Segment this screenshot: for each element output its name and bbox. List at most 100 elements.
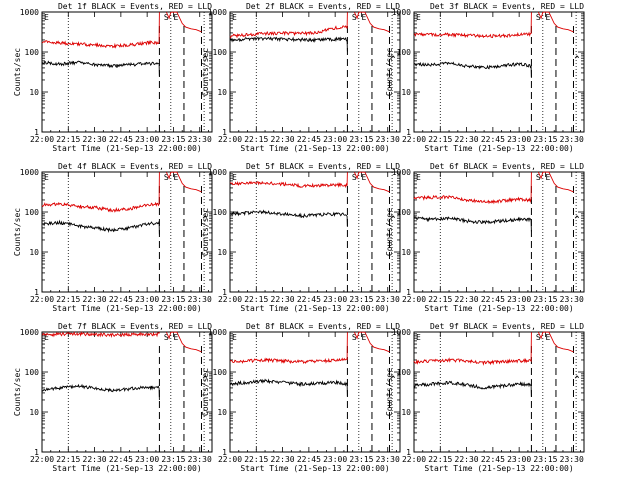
plot-frame — [413, 11, 585, 133]
x-tick-label: 22:00 — [30, 455, 54, 464]
x-axis-label: Start Time (21-Sep-13 22:00:00) — [424, 304, 573, 313]
x-axis-label: Start Time (21-Sep-13 22:00:00) — [240, 144, 389, 153]
lld-series-line — [229, 172, 348, 189]
x-tick-label: 22:15 — [244, 295, 268, 304]
lld-series-line — [413, 332, 532, 366]
x-axis-label: Start Time (21-Sep-13 22:00:00) — [240, 464, 389, 473]
x-tick-label: 22:00 — [30, 135, 54, 144]
y-tick-label: 100 — [397, 48, 412, 57]
marker-label-se: S E — [164, 13, 179, 22]
x-tick-label: 23:15 — [161, 295, 185, 304]
x-tick-label: 23:15 — [161, 455, 185, 464]
plot-frame — [41, 331, 213, 453]
x-tick-label: 22:45 — [481, 455, 505, 464]
lld-spike-line — [165, 12, 172, 20]
y-axis-label: Counts/sec — [385, 368, 394, 416]
x-tick-label: 23:00 — [135, 295, 159, 304]
y-tick-label: 10 — [401, 88, 411, 97]
plot-frame — [41, 11, 213, 133]
y-tick-label: 1000 — [20, 8, 39, 17]
events-series-line — [413, 216, 532, 232]
x-tick-label: 23:30 — [560, 135, 584, 144]
events-series-line — [229, 378, 348, 397]
x-axis-label: Start Time (21-Sep-13 22:00:00) — [424, 464, 573, 473]
x-tick-label: 22:45 — [109, 455, 133, 464]
panel-title: Det 2f BLACK = Events, RED = LLD — [246, 2, 400, 11]
x-tick-label: 22:15 — [56, 135, 80, 144]
detector-panel-1: Det 1f BLACK = Events, RED = LLD 1 10 100 10… — [13, 2, 213, 153]
y-axis-label: Counts/sec — [201, 368, 210, 416]
x-tick-label: 22:45 — [109, 295, 133, 304]
x-tick-label: 23:15 — [533, 135, 557, 144]
marker-label-se: S E — [536, 333, 551, 342]
y-axis-label: Counts/sec — [13, 208, 22, 256]
lld-tail-line — [358, 171, 390, 193]
x-tick-label: 22:15 — [428, 135, 452, 144]
lld-tail-line — [170, 11, 202, 33]
y-tick-label: 10 — [29, 88, 39, 97]
x-tick-label: 22:30 — [83, 135, 107, 144]
lld-spike-line — [537, 172, 544, 180]
y-tick-label: 1000 — [392, 8, 411, 17]
marker-label-se: S E — [352, 173, 367, 182]
lld-spike-line — [353, 332, 360, 340]
marker-label-se: S E — [164, 173, 179, 182]
y-tick-label: 10 — [401, 248, 411, 257]
x-tick-label: 23:15 — [161, 135, 185, 144]
lld-tail-line — [358, 331, 390, 353]
panel-title: Det 3f BLACK = Events, RED = LLD — [430, 2, 584, 11]
x-axis-label: Start Time (21-Sep-13 22:00:00) — [240, 304, 389, 313]
y-tick-label: 100 — [213, 368, 228, 377]
x-tick-label: 23:00 — [135, 135, 159, 144]
x-tick-label: 23:00 — [323, 135, 347, 144]
y-tick-label: 100 — [213, 208, 228, 217]
x-tick-label: 22:45 — [109, 135, 133, 144]
y-tick-label: 1 — [406, 448, 411, 457]
x-axis-label: Start Time (21-Sep-13 22:00:00) — [52, 144, 201, 153]
x-tick-label: 23:15 — [533, 295, 557, 304]
y-tick-label: 10 — [29, 408, 39, 417]
x-tick-label: 23:00 — [507, 295, 531, 304]
lld-series-line — [229, 12, 348, 39]
events-blip-line — [574, 55, 580, 59]
x-tick-label: 22:30 — [83, 295, 107, 304]
events-series-line — [41, 383, 160, 401]
lld-spike-line — [353, 12, 360, 20]
events-blip-line — [202, 215, 208, 219]
y-tick-label: 1000 — [208, 328, 227, 337]
lld-series-line — [41, 172, 160, 213]
marker-label-se: S E — [536, 13, 551, 22]
marker-label-se: S E — [164, 333, 179, 342]
events-blip-line — [390, 55, 396, 59]
events-blip-line — [390, 375, 396, 379]
events-series-line — [229, 36, 348, 52]
y-axis-label: Counts/sec — [13, 48, 22, 96]
lld-tail-line — [358, 11, 390, 33]
x-tick-label: 22:30 — [83, 455, 107, 464]
x-tick-label: 22:15 — [428, 295, 452, 304]
x-tick-label: 23:15 — [349, 455, 373, 464]
x-tick-label: 22:30 — [271, 295, 295, 304]
x-tick-label: 22:30 — [271, 455, 295, 464]
x-axis-label: Start Time (21-Sep-13 22:00:00) — [424, 144, 573, 153]
y-tick-label: 1000 — [392, 168, 411, 177]
lld-tail-line — [542, 171, 574, 193]
y-tick-label: 100 — [397, 208, 412, 217]
x-tick-label: 22:00 — [218, 295, 242, 304]
y-tick-label: 10 — [401, 408, 411, 417]
x-tick-label: 22:45 — [481, 135, 505, 144]
x-tick-label: 22:15 — [56, 295, 80, 304]
panel-title: Det 7f BLACK = Events, RED = LLD — [58, 322, 212, 331]
lld-spike-line — [537, 12, 544, 20]
y-tick-label: 100 — [25, 48, 40, 57]
x-tick-label: 22:15 — [428, 455, 452, 464]
marker-label-e: E — [232, 333, 237, 342]
x-tick-label: 23:30 — [376, 135, 400, 144]
x-tick-label: 23:30 — [560, 455, 584, 464]
y-tick-label: 1 — [34, 288, 39, 297]
lld-spike-line — [165, 332, 172, 340]
detector-panel-7: Det 7f BLACK = Events, RED = LLD 1 10 100 10… — [13, 322, 213, 473]
x-tick-label: 22:45 — [297, 135, 321, 144]
marker-label-e: E — [416, 13, 421, 22]
y-tick-label: 100 — [25, 368, 40, 377]
